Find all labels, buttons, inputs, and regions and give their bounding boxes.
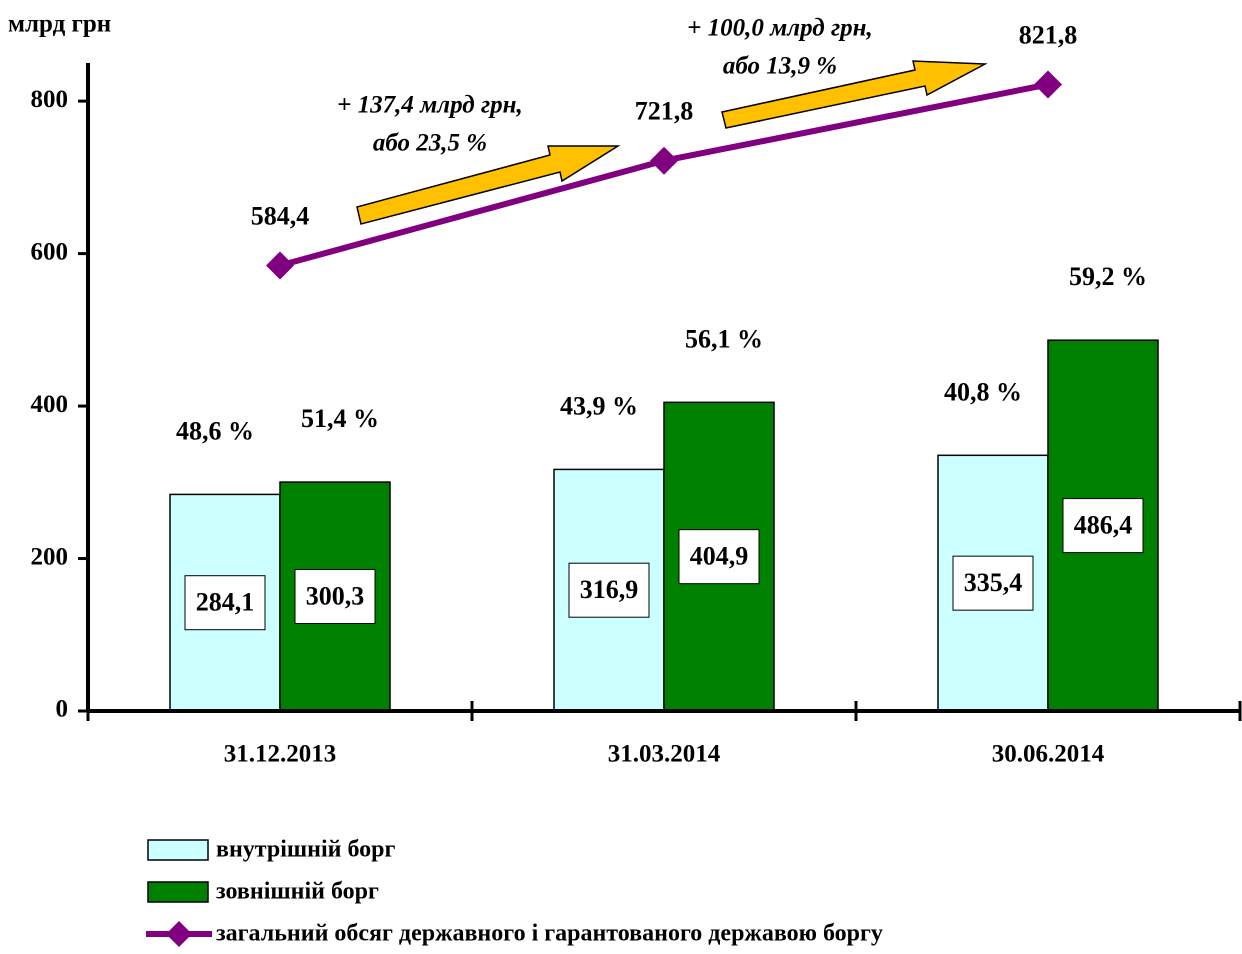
x-tick-label: 31.03.2014 — [608, 741, 721, 768]
value-label: 821,8 — [1019, 20, 1078, 49]
value-label: 300,3 — [306, 582, 365, 611]
legend-label: зовнішній борг — [216, 879, 379, 905]
value-label-box — [1062, 498, 1144, 554]
legend-label: внутрішній борг — [216, 837, 396, 863]
y-tick-label: 200 — [31, 543, 69, 570]
value-label: 284,1 — [196, 588, 255, 617]
x-tick-label: 30.06.2014 — [992, 741, 1105, 768]
y-tick-label: 400 — [31, 391, 69, 418]
value-label: 584,4 — [251, 201, 310, 230]
share-label: 51,4 % — [301, 404, 379, 433]
value-label-box — [568, 562, 650, 618]
share-label: 59,2 % — [1069, 262, 1147, 291]
legend-swatch — [147, 881, 209, 903]
annotation: або 23,5 % — [373, 130, 487, 157]
y-tick-label: 800 — [31, 86, 69, 113]
value-label-box — [184, 575, 266, 631]
share-label: 40,8 % — [944, 377, 1022, 406]
marker — [1034, 70, 1062, 99]
legend-marker — [166, 921, 192, 947]
share-label: 48,6 % — [176, 416, 254, 445]
value-label-box — [952, 555, 1034, 611]
annotation: + 100,0 млрд грн, — [687, 15, 873, 42]
annotation: або 13,9 % — [723, 53, 837, 80]
x-tick-label: 31.12.2013 — [224, 741, 337, 768]
marker — [266, 251, 294, 280]
share-label: 56,1 % — [685, 324, 763, 353]
value-label: 404,9 — [690, 542, 749, 571]
y-tick-label: 600 — [31, 238, 69, 265]
legend-label: загальний обсяг державного і гарантовано… — [216, 921, 883, 947]
legend-swatch — [147, 839, 209, 861]
value-label: 316,9 — [580, 575, 639, 604]
arrow — [356, 145, 621, 225]
value-label: 721,8 — [635, 97, 694, 126]
share-label: 43,9 % — [560, 391, 638, 420]
value-label: 335,4 — [964, 568, 1023, 597]
annotation: + 137,4 млрд грн, — [337, 92, 523, 119]
y-tick-label: 0 — [56, 696, 69, 723]
value-label-box — [294, 569, 376, 625]
arrow — [721, 60, 988, 129]
value-label-box — [678, 529, 760, 585]
value-label: 486,4 — [1074, 511, 1133, 540]
marker — [650, 146, 678, 175]
y-axis-label: млрд грн — [8, 11, 111, 38]
